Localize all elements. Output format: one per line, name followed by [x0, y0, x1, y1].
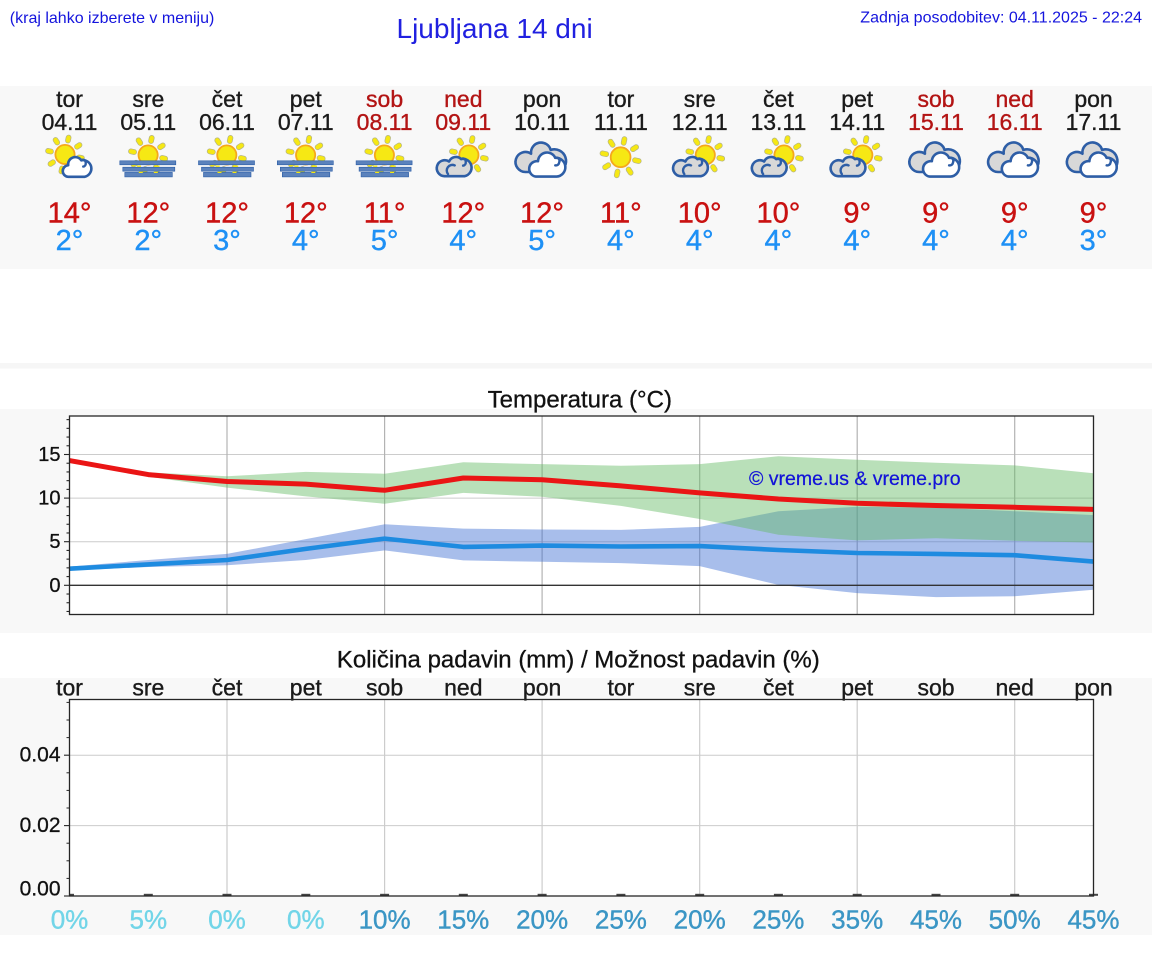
- svg-text:07.11: 07.11: [278, 109, 334, 135]
- svg-text:čet: čet: [763, 674, 794, 700]
- svg-text:14.11: 14.11: [829, 109, 885, 135]
- svg-text:0: 0: [49, 575, 60, 597]
- svg-text:16.11: 16.11: [987, 109, 1043, 135]
- svg-text:2°: 2°: [56, 225, 84, 257]
- svg-text:sob: sob: [366, 86, 403, 112]
- svg-text:ned: ned: [444, 674, 482, 700]
- svg-text:4°: 4°: [607, 225, 635, 257]
- svg-text:9°: 9°: [1080, 197, 1108, 229]
- svg-text:11°: 11°: [600, 197, 642, 229]
- svg-text:sob: sob: [917, 674, 954, 700]
- svg-text:25%: 25%: [595, 905, 647, 935]
- svg-text:pet: pet: [841, 86, 874, 112]
- svg-text:Količina padavin (mm) / Možnos: Količina padavin (mm) / Možnost padavin …: [337, 646, 820, 673]
- svg-text:4°: 4°: [1001, 225, 1029, 257]
- svg-text:tor: tor: [607, 86, 634, 112]
- svg-text:10.11: 10.11: [514, 109, 570, 135]
- svg-text:sob: sob: [917, 86, 954, 112]
- svg-text:tor: tor: [607, 674, 634, 700]
- svg-text:čet: čet: [212, 86, 243, 112]
- svg-text:3°: 3°: [213, 225, 241, 257]
- svg-text:pon: pon: [1074, 86, 1112, 112]
- svg-text:08.11: 08.11: [357, 109, 413, 135]
- svg-text:4°: 4°: [843, 225, 871, 257]
- svg-text:9°: 9°: [1001, 197, 1029, 229]
- svg-text:9°: 9°: [843, 197, 871, 229]
- svg-text:čet: čet: [763, 86, 794, 112]
- svg-text:09.11: 09.11: [435, 109, 491, 135]
- svg-text:čet: čet: [212, 674, 243, 700]
- svg-text:4°: 4°: [686, 225, 714, 257]
- svg-text:pet: pet: [841, 674, 874, 700]
- svg-text:5°: 5°: [371, 225, 399, 257]
- svg-text:45%: 45%: [910, 905, 962, 935]
- svg-text:pet: pet: [290, 674, 323, 700]
- svg-text:45%: 45%: [1067, 905, 1119, 935]
- svg-text:pon: pon: [523, 86, 561, 112]
- svg-text:20%: 20%: [674, 905, 726, 935]
- svg-text:50%: 50%: [989, 905, 1041, 935]
- svg-text:0%: 0%: [208, 905, 246, 935]
- svg-text:pon: pon: [1074, 674, 1112, 700]
- svg-text:ned: ned: [996, 86, 1034, 112]
- svg-text:(kraj lahko izberete v meniju): (kraj lahko izberete v meniju): [10, 10, 215, 27]
- svg-text:35%: 35%: [831, 905, 883, 935]
- svg-text:10°: 10°: [678, 197, 722, 229]
- svg-text:15: 15: [38, 444, 60, 466]
- svg-text:tor: tor: [56, 86, 83, 112]
- svg-text:11.11: 11.11: [594, 109, 648, 135]
- svg-text:pet: pet: [290, 86, 323, 112]
- svg-text:sre: sre: [684, 674, 716, 700]
- svg-text:sre: sre: [132, 674, 164, 700]
- svg-text:14°: 14°: [48, 197, 92, 229]
- svg-text:12°: 12°: [205, 197, 249, 229]
- svg-text:3°: 3°: [1080, 225, 1108, 257]
- svg-text:4°: 4°: [292, 225, 320, 257]
- svg-text:9°: 9°: [922, 197, 950, 229]
- svg-text:15.11: 15.11: [908, 109, 964, 135]
- svg-text:sre: sre: [684, 86, 716, 112]
- svg-text:10%: 10%: [359, 905, 411, 935]
- svg-text:5: 5: [49, 531, 60, 553]
- svg-text:0.00: 0.00: [20, 878, 61, 901]
- svg-text:12°: 12°: [126, 197, 170, 229]
- svg-text:0%: 0%: [287, 905, 325, 935]
- svg-text:05.11: 05.11: [120, 109, 176, 135]
- svg-text:20%: 20%: [516, 905, 568, 935]
- svg-text:10°: 10°: [756, 197, 800, 229]
- svg-text:4°: 4°: [922, 225, 950, 257]
- svg-text:pon: pon: [523, 674, 561, 700]
- svg-text:04.11: 04.11: [42, 109, 98, 135]
- svg-text:25%: 25%: [752, 905, 804, 935]
- svg-text:sob: sob: [366, 674, 403, 700]
- svg-text:Zadnja posodobitev: 04.11.2025: Zadnja posodobitev: 04.11.2025 - 22:24: [860, 9, 1142, 26]
- svg-text:5%: 5%: [130, 905, 168, 935]
- svg-text:0.02: 0.02: [20, 814, 61, 837]
- svg-text:ned: ned: [444, 86, 482, 112]
- svg-text:Ljubljana 14 dni: Ljubljana 14 dni: [397, 13, 593, 44]
- svg-text:12°: 12°: [520, 197, 564, 229]
- svg-text:4°: 4°: [765, 225, 793, 257]
- svg-text:tor: tor: [56, 674, 83, 700]
- svg-text:12°: 12°: [284, 197, 328, 229]
- svg-text:ned: ned: [996, 674, 1034, 700]
- svg-text:0.04: 0.04: [20, 744, 61, 767]
- svg-text:sre: sre: [132, 86, 164, 112]
- svg-text:4°: 4°: [449, 225, 477, 257]
- svg-text:12°: 12°: [441, 197, 485, 229]
- svg-text:2°: 2°: [134, 225, 162, 257]
- svg-text:06.11: 06.11: [199, 109, 255, 135]
- svg-text:Temperatura (°C): Temperatura (°C): [488, 387, 672, 414]
- svg-text:0%: 0%: [51, 905, 89, 935]
- svg-text:12.11: 12.11: [672, 109, 728, 135]
- svg-text:© vreme.us & vreme.pro: © vreme.us & vreme.pro: [749, 468, 961, 490]
- svg-text:13.11: 13.11: [750, 109, 806, 135]
- svg-text:10: 10: [38, 488, 60, 510]
- svg-text:17.11: 17.11: [1066, 109, 1122, 135]
- svg-text:15%: 15%: [437, 905, 489, 935]
- svg-text:5°: 5°: [528, 225, 556, 257]
- svg-text:11°: 11°: [364, 197, 406, 229]
